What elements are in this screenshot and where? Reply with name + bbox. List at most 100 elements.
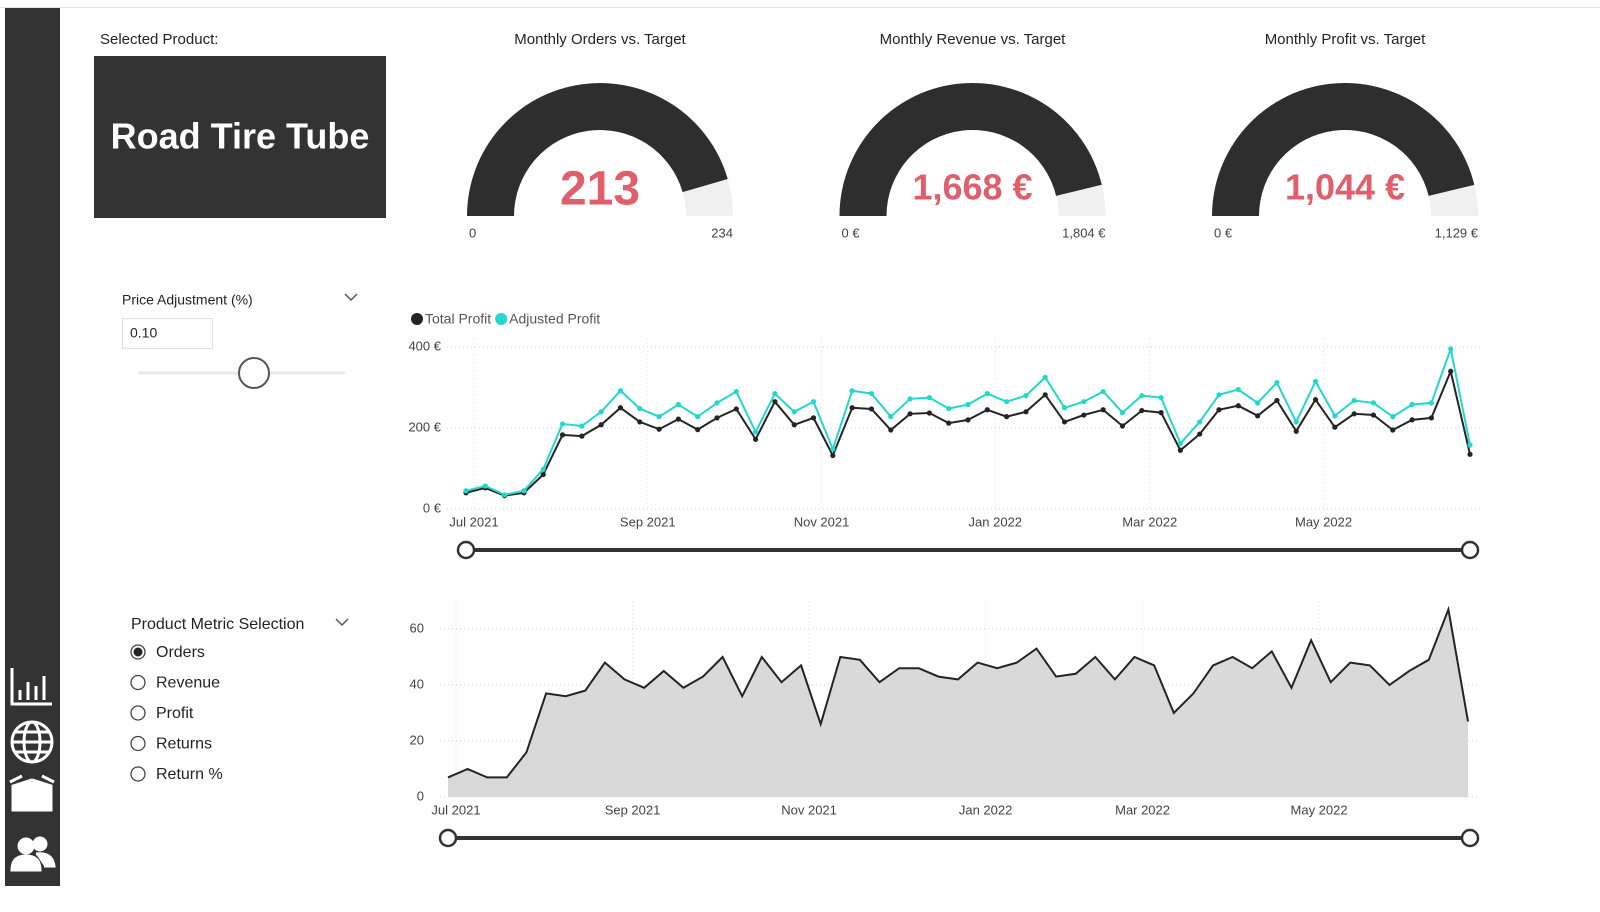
data-point xyxy=(1042,374,1048,380)
data-point xyxy=(675,401,681,408)
y-tick-label: 40 xyxy=(410,676,424,691)
data-point xyxy=(791,409,797,415)
data-point xyxy=(1235,403,1241,409)
price-input[interactable] xyxy=(122,318,213,349)
legend-marker xyxy=(411,313,423,325)
data-point xyxy=(965,417,971,423)
users-icon[interactable] xyxy=(10,836,56,872)
data-point xyxy=(1448,368,1454,374)
data-point xyxy=(830,446,836,452)
x-tick-label: May 2022 xyxy=(1291,802,1348,817)
data-point xyxy=(1042,392,1048,398)
x-tick-label: May 2022 xyxy=(1295,514,1352,529)
legend-marker xyxy=(495,313,508,325)
x-tick-label: Sep 2021 xyxy=(620,514,676,529)
radio-label: Return % xyxy=(156,766,223,783)
data-point xyxy=(714,415,720,421)
radio[interactable] xyxy=(130,705,146,721)
x-tick-label: Sep 2021 xyxy=(605,802,661,817)
gauge-title: Monthly Orders vs. Target xyxy=(514,31,686,48)
x-tick-label: Nov 2021 xyxy=(794,514,850,529)
dropdown-chevron[interactable] xyxy=(344,293,358,302)
area-fill xyxy=(448,609,1468,797)
x-tick-label: Jul 2021 xyxy=(431,802,480,817)
radio[interactable] xyxy=(130,735,146,752)
data-point xyxy=(1023,393,1029,399)
area-line xyxy=(447,605,1469,779)
data-point xyxy=(714,400,720,406)
data-point xyxy=(1293,419,1299,425)
data-point xyxy=(1467,451,1473,457)
sidebar xyxy=(5,8,60,886)
radio-label: Returns xyxy=(156,736,212,753)
data-point xyxy=(868,406,875,412)
box-icon[interactable] xyxy=(9,774,55,812)
data-point xyxy=(1177,440,1183,446)
gauge-max: 1,804 € xyxy=(1062,225,1106,240)
data-point xyxy=(907,396,913,402)
data-point xyxy=(1216,392,1222,398)
data-point xyxy=(1061,405,1068,411)
data-point xyxy=(1332,413,1338,419)
data-point xyxy=(888,414,894,420)
data-point xyxy=(984,390,990,397)
slider-thumb[interactable] xyxy=(238,357,270,389)
range-handle[interactable] xyxy=(1460,540,1480,560)
data-point xyxy=(1351,411,1357,417)
data-point xyxy=(540,466,546,472)
radio-dot xyxy=(133,647,143,657)
radio-label: Orders xyxy=(156,644,205,661)
data-point xyxy=(1351,397,1357,404)
data-point xyxy=(1293,428,1299,434)
data-point xyxy=(753,429,759,435)
radio[interactable] xyxy=(130,674,146,691)
data-point xyxy=(695,427,701,433)
data-point xyxy=(579,423,585,429)
data-point xyxy=(830,452,836,459)
globe-icon[interactable] xyxy=(10,720,54,764)
legend-label: Adjusted Profit xyxy=(509,311,600,327)
radio-label: Revenue xyxy=(156,675,220,692)
gauge-title: Monthly Profit vs. Target xyxy=(1265,31,1426,48)
data-point xyxy=(482,483,488,489)
gauge-min: 0 € xyxy=(842,225,861,240)
data-point xyxy=(926,395,932,401)
data-point xyxy=(1409,401,1415,408)
data-point xyxy=(1274,397,1280,404)
gauge-rest xyxy=(1056,184,1106,216)
gauge-fill xyxy=(467,82,728,216)
data-point xyxy=(1158,410,1164,416)
data-point xyxy=(946,405,952,412)
data-point xyxy=(1332,424,1338,430)
data-point xyxy=(1370,412,1377,418)
gauge-max: 1,129 € xyxy=(1435,225,1479,240)
data-point xyxy=(579,433,585,439)
data-point xyxy=(617,405,624,411)
data-point xyxy=(810,415,817,421)
dropdown-chevron[interactable] xyxy=(335,618,349,627)
range-handle[interactable] xyxy=(456,540,476,560)
x-tick-label: Mar 2022 xyxy=(1115,802,1170,817)
range-handle[interactable] xyxy=(438,828,458,848)
x-tick-label: Jan 2022 xyxy=(959,802,1013,817)
gauge-min: 0 € xyxy=(1214,225,1233,240)
data-point xyxy=(1409,417,1415,423)
data-point xyxy=(1255,413,1261,419)
chart-icon[interactable] xyxy=(10,668,52,706)
y-tick-label: 0 € xyxy=(423,500,442,515)
data-point xyxy=(559,421,566,427)
data-point xyxy=(926,410,932,416)
data-point xyxy=(1255,400,1261,406)
data-point xyxy=(1023,409,1029,415)
data-point xyxy=(521,488,527,494)
data-point xyxy=(849,388,855,394)
data-point xyxy=(1004,399,1010,405)
radio[interactable] xyxy=(130,766,146,782)
data-point xyxy=(1004,414,1010,420)
range-handle[interactable] xyxy=(1460,828,1480,848)
price-input-value: 0.10 xyxy=(130,325,157,341)
data-point xyxy=(753,436,759,442)
data-point xyxy=(733,388,739,395)
data-point xyxy=(849,405,855,411)
data-point xyxy=(946,420,952,426)
